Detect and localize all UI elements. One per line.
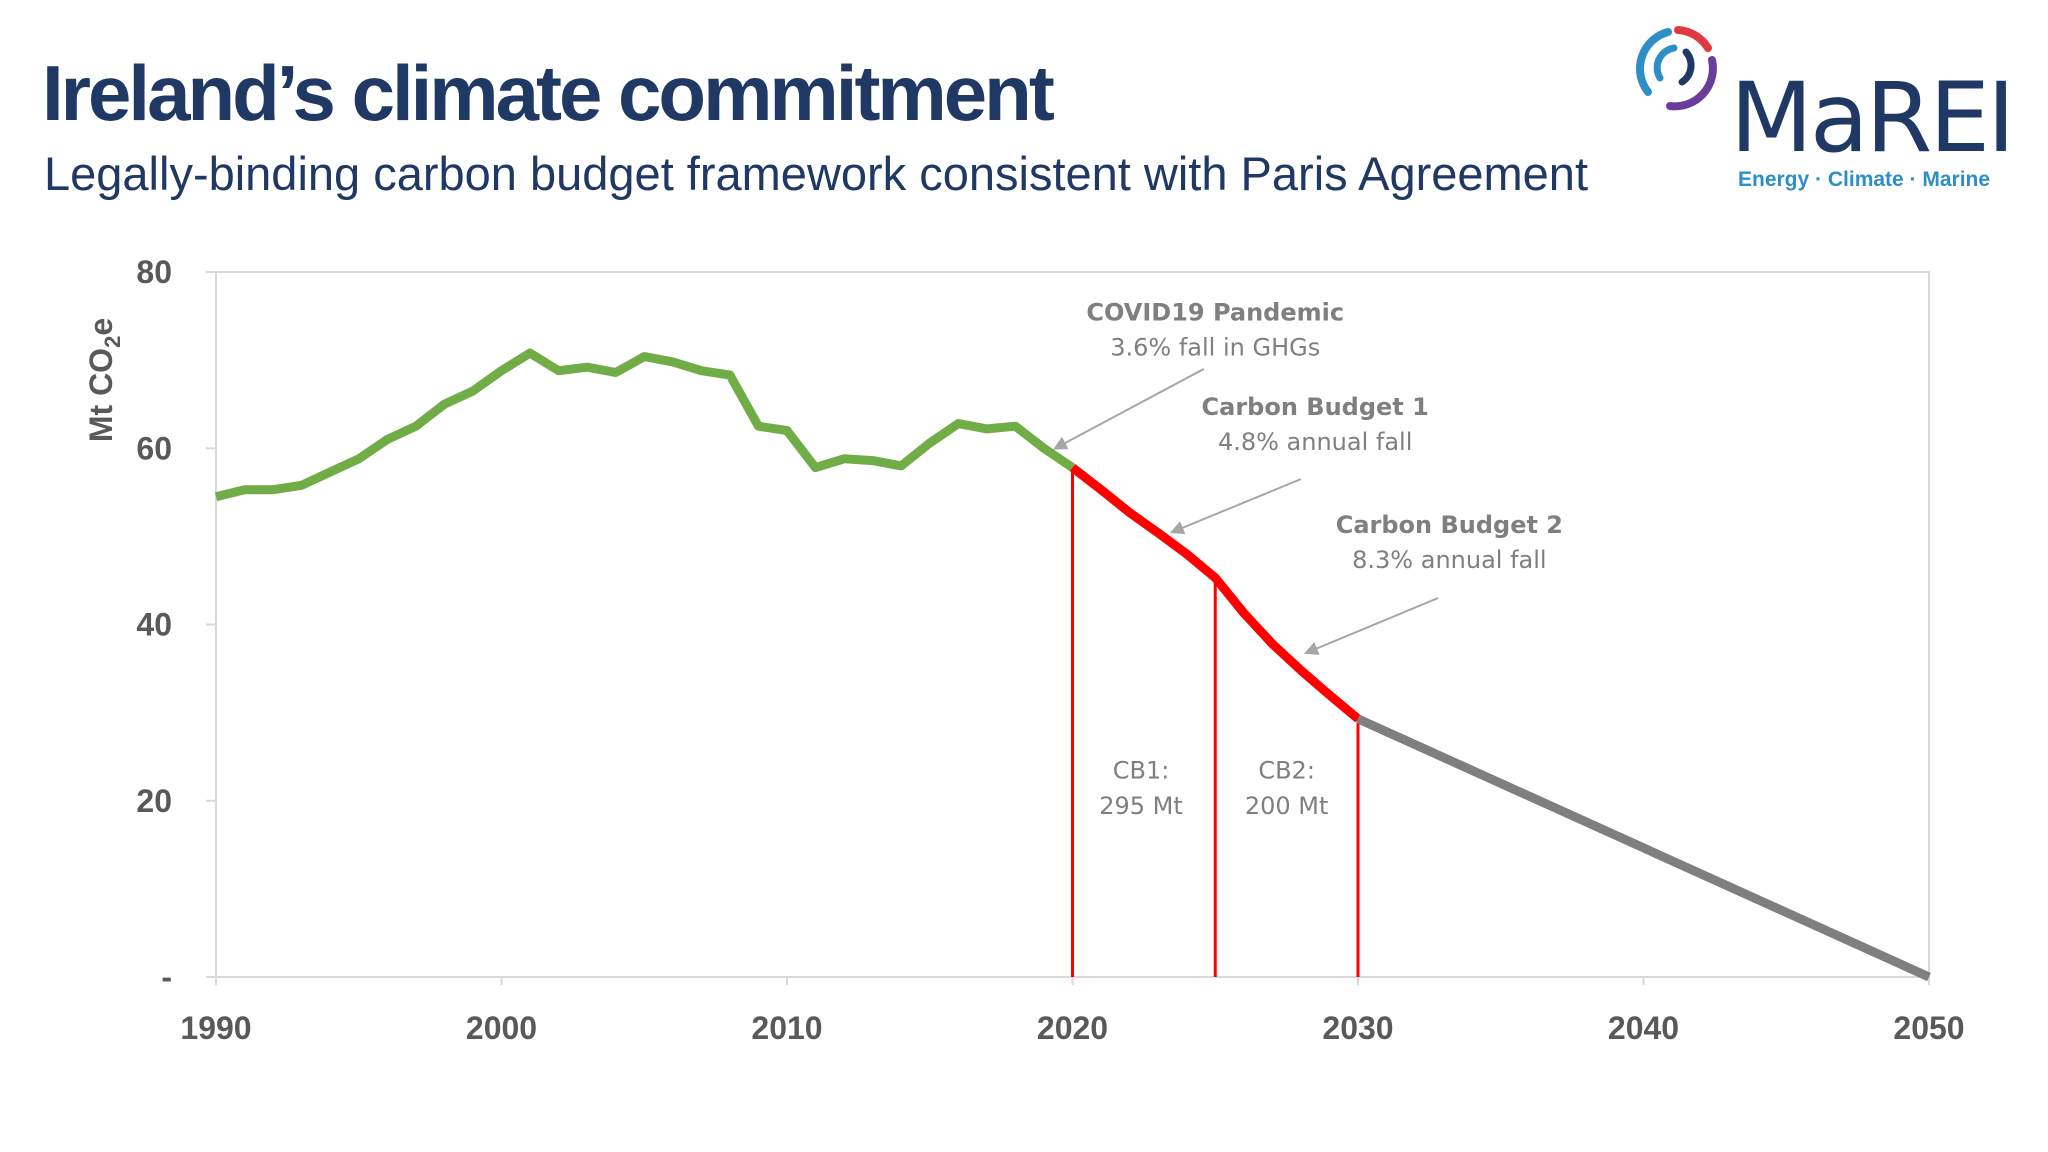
y-tick-label: 20: [136, 783, 172, 819]
y-tick-label: 80: [136, 254, 172, 290]
annotation-title: Carbon Budget 2: [1336, 511, 1563, 539]
budget-label-value: 200 Mt: [1245, 792, 1329, 820]
budget-label-name: CB1:: [1113, 757, 1170, 785]
annotation-arrow: [1304, 597, 1439, 655]
x-tick-label: 2050: [1893, 1010, 1964, 1046]
x-tick-label: 2030: [1322, 1010, 1393, 1046]
series-lines: [214, 348, 1931, 982]
x-tick-label: 2040: [1608, 1010, 1679, 1046]
slide-subtitle: Legally-binding carbon budget framework …: [44, 147, 1589, 200]
annotation-arrow: [1052, 368, 1205, 450]
annotation-title: COVID19 Pandemic: [1086, 298, 1344, 326]
y-tick-label: -: [161, 959, 172, 995]
x-tick-label: 2010: [751, 1010, 822, 1046]
marei-rings-icon: [1635, 26, 1717, 111]
series-line-3: [1356, 714, 1931, 982]
logo-tagline: Energy · Climate · Marine: [1738, 168, 1991, 191]
marei-logo: MaREI Energy · Climate · Marine: [1630, 20, 2020, 200]
y-axis-label-main: Mt CO: [83, 348, 119, 442]
annotation-text: 4.8% annual fall: [1218, 428, 1412, 456]
series-line-2: [1069, 464, 1361, 723]
y-axis-label-tail: e: [83, 318, 119, 336]
y-tick-label: 60: [136, 430, 172, 466]
annotation-title: Carbon Budget 1: [1202, 393, 1429, 421]
budget-label-value: 295 Mt: [1099, 792, 1183, 820]
x-tick-label: 2000: [466, 1010, 537, 1046]
x-tick-label: 1990: [180, 1010, 251, 1046]
svg-text:Mt CO2e: Mt CO2e: [83, 318, 125, 442]
y-tick-label: 40: [136, 607, 172, 643]
logo-wordmark: MaREI: [1730, 62, 2015, 174]
budget-label-name: CB2:: [1258, 757, 1315, 785]
annotation-text: 8.3% annual fall: [1352, 546, 1546, 574]
chart-annotations: COVID19 Pandemic 3.6% fall in GHGs Carbon …: [1052, 298, 1563, 655]
series-line-1: [214, 348, 1076, 502]
annotation-text: 3.6% fall in GHGs: [1110, 334, 1320, 362]
budget-boundaries: CB1: 295 Mt CB2: 200 Mt: [1071, 467, 1360, 977]
y-axis-label-sub: 2: [100, 336, 125, 348]
y-axis-label: Mt CO2e: [83, 318, 125, 442]
slide-title: Ireland’s climate commitment: [42, 49, 1055, 137]
annotation-arrow: [1169, 478, 1302, 535]
x-tick-label: 2020: [1037, 1010, 1108, 1046]
